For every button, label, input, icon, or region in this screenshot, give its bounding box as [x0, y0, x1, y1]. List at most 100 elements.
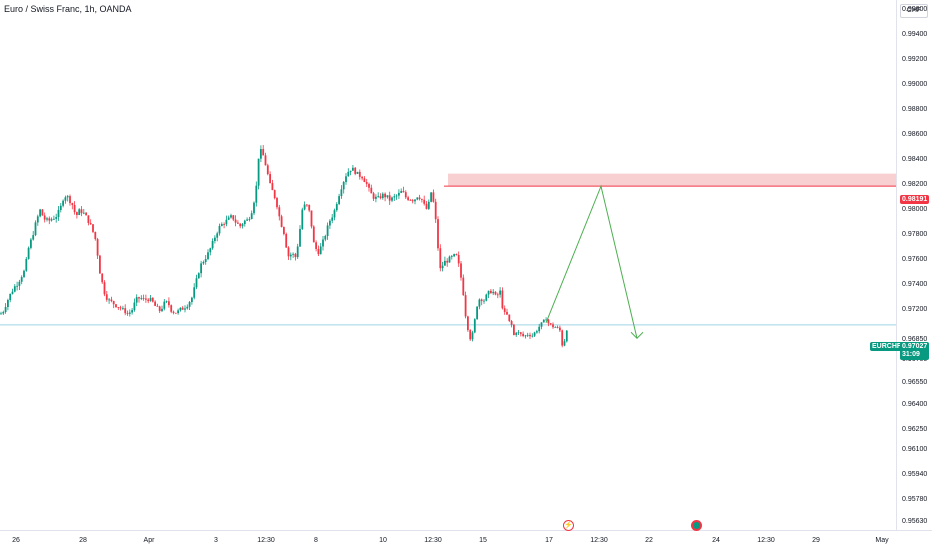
time-tick-label: 17	[545, 537, 553, 544]
candle-body	[411, 200, 414, 202]
candle-body	[128, 312, 131, 314]
candle-body	[480, 299, 483, 302]
price-tick-label: 0.97400	[902, 281, 928, 288]
candle-body	[188, 302, 191, 307]
candle-body	[264, 155, 267, 166]
time-tick-label: 15	[479, 537, 487, 544]
event-flash-icon[interactable]: ⚡	[563, 520, 574, 531]
candle-body	[552, 324, 554, 328]
candle-body	[119, 307, 122, 309]
time-tick-label: May	[875, 537, 889, 544]
time-tick-label: 24	[712, 537, 720, 544]
price-tick-label: 0.96100	[902, 446, 928, 453]
candle-body	[78, 209, 81, 215]
candle-body	[365, 182, 368, 184]
chart-legend-title: Euro / Swiss Franc, 1h, OANDA	[4, 4, 132, 14]
candle-body	[375, 196, 377, 199]
candle-body	[446, 260, 449, 263]
candle-body	[395, 195, 398, 197]
candle-body	[16, 285, 18, 287]
candle-body	[301, 209, 304, 229]
candle-body	[108, 299, 110, 301]
candle-body	[398, 192, 400, 196]
zone-price-tag: 0.98191	[900, 195, 930, 204]
candle-body	[115, 304, 117, 308]
candle-body	[335, 204, 338, 211]
candle-body	[276, 198, 278, 208]
price-tick-label: 0.95630	[902, 518, 928, 525]
candle-body	[432, 192, 435, 202]
candle-body	[414, 199, 416, 202]
candle-body	[358, 171, 361, 177]
projection-path	[545, 184, 638, 339]
candle-body	[377, 196, 380, 198]
time-tick-label: 29	[812, 537, 820, 544]
time-tick-label: 28	[79, 537, 87, 544]
candle-body	[506, 311, 508, 315]
price-tick-label: 0.99000	[902, 81, 928, 88]
candle-body	[41, 209, 44, 216]
candle-body	[151, 297, 154, 302]
candle-body	[27, 247, 30, 259]
candle-body	[531, 335, 534, 337]
event-dot-icon[interactable]	[691, 520, 702, 531]
candle-body	[524, 335, 527, 337]
candle-body	[354, 167, 357, 174]
candle-body	[71, 203, 74, 205]
candle-body	[402, 191, 405, 193]
chart-area[interactable]	[0, 0, 896, 530]
candle-body	[540, 322, 543, 327]
candle-body	[30, 239, 32, 248]
candle-body	[299, 228, 301, 247]
candle-body	[92, 224, 94, 232]
candle-body	[230, 215, 232, 218]
candle-body	[135, 297, 138, 303]
candle-body	[423, 199, 426, 204]
candle-body	[280, 216, 283, 228]
price-tick-label: 0.98400	[902, 156, 928, 163]
candle-body	[404, 192, 407, 198]
current-price-value: 0.97027	[902, 343, 928, 350]
price-chart[interactable]	[0, 0, 896, 530]
candle-body	[542, 319, 545, 323]
candle-body	[43, 215, 46, 220]
candle-body	[62, 200, 64, 206]
candle-body	[34, 222, 37, 236]
candle-body	[204, 259, 207, 263]
price-tick-label: 0.98200	[902, 181, 928, 188]
currency-button[interactable]: CHF	[900, 4, 928, 18]
candle-body	[124, 308, 127, 314]
candle-body	[207, 252, 209, 260]
candle-body	[112, 301, 115, 305]
candle-body	[209, 248, 212, 253]
candle-body	[338, 196, 340, 205]
candle-body	[232, 215, 235, 220]
candle-body	[510, 321, 513, 325]
candle-body	[455, 254, 458, 256]
price-axis[interactable]	[896, 0, 932, 530]
candle-body	[457, 255, 460, 264]
candle-body	[487, 290, 490, 295]
candle-body	[340, 189, 343, 197]
candle-body	[478, 299, 481, 307]
candle-body	[561, 330, 564, 346]
candle-body	[7, 300, 9, 308]
candle-body	[538, 326, 541, 332]
candle-body	[170, 305, 173, 312]
candle-body	[310, 210, 313, 227]
price-tick-label: 0.96850	[902, 336, 928, 343]
candle-body	[386, 195, 389, 198]
time-axis[interactable]	[0, 530, 932, 551]
candle-body	[234, 219, 237, 223]
candle-body	[356, 171, 359, 174]
candle-body	[200, 263, 202, 274]
candle-body	[237, 222, 239, 224]
candle-body	[460, 263, 462, 278]
candle-body	[444, 260, 446, 266]
candle-body	[161, 308, 163, 312]
candle-body	[559, 327, 561, 331]
candle-body	[529, 334, 531, 337]
candle-body	[285, 233, 288, 248]
resistance-zone	[448, 173, 896, 187]
candle-body	[322, 239, 324, 247]
